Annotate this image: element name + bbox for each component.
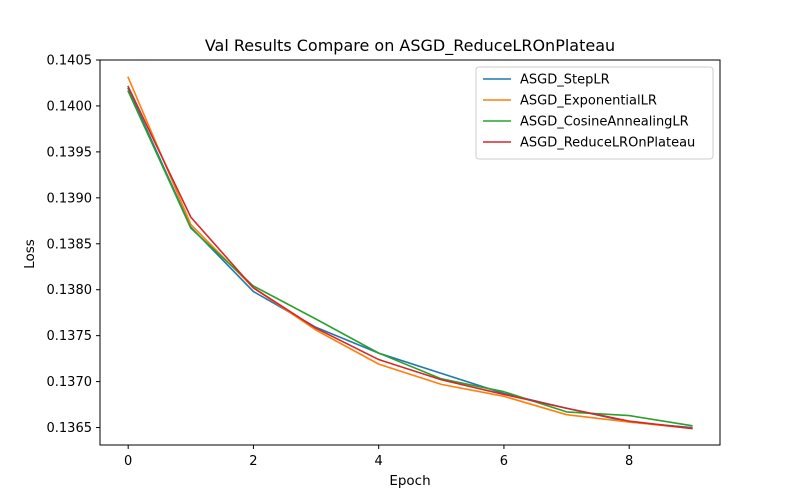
y-tick-label: 0.1395 [47,145,93,160]
chart-title: Val Results Compare on ASGD_ReduceLROnPl… [205,36,615,56]
legend-label-0: ASGD_StepLR [520,73,610,88]
x-tick-label: 6 [500,454,508,469]
y-tick-label: 0.1385 [47,237,93,252]
plot-frame [99,59,721,446]
series-line-2 [127,90,693,427]
x-tick-label: 8 [625,454,633,469]
y-axis-label: Loss [22,239,38,269]
x-tick-label: 0 [124,454,132,469]
y-tick-label: 0.1405 [47,54,93,69]
y-tick-label: 0.1390 [47,191,93,206]
legend-label-3: ASGD_ReduceLROnPlateau [520,136,695,151]
y-tick-label: 0.1375 [47,329,93,344]
y-tick-label: 0.1370 [47,375,93,390]
legend: ASGD_StepLR ASGD_ExponentialLR ASGD_Cosine… [475,66,714,160]
y-tick-label: 0.1400 [47,99,93,114]
y-tick-label: 0.1365 [47,421,93,436]
x-axis-label: Epoch [389,473,430,489]
series-line-3 [127,85,693,430]
x-tick-label: 2 [249,454,257,469]
legend-box [475,66,714,160]
legend-label-2: ASGD_CosineAnnealingLR [520,115,689,130]
legend-label-1: ASGD_ExponentialLR [520,94,657,109]
y-tick-label: 0.1380 [47,283,93,298]
x-tick-label: 4 [375,454,383,469]
